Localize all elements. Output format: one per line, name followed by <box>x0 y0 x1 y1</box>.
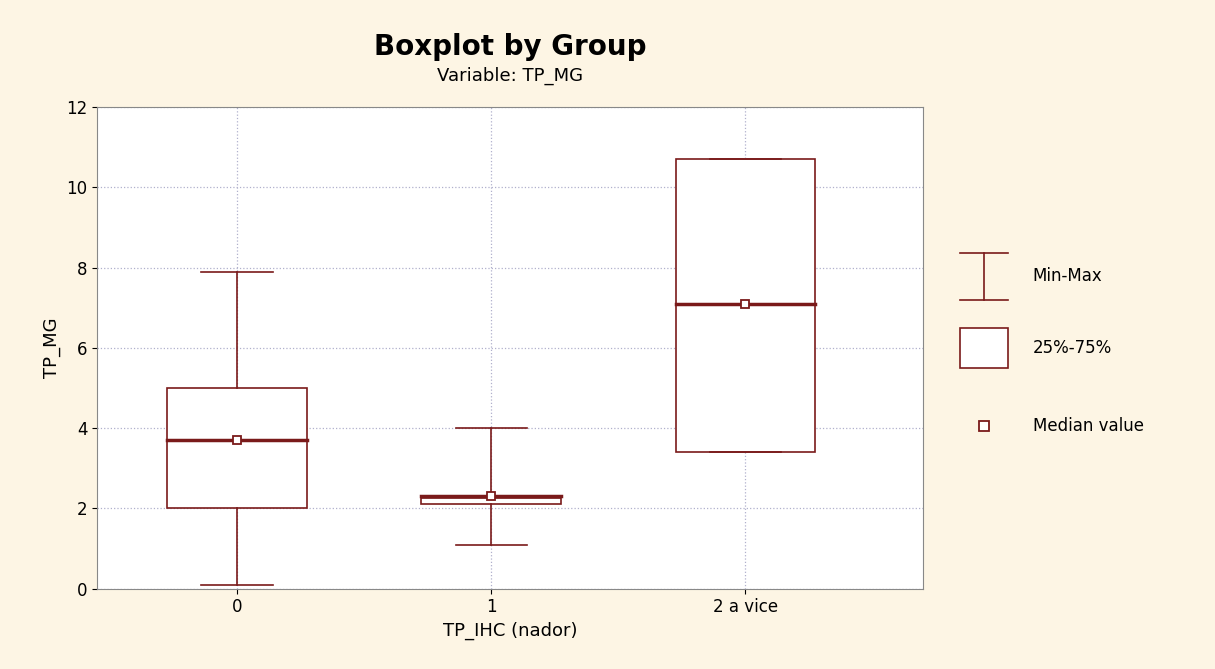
X-axis label: TP_IHC (nador): TP_IHC (nador) <box>443 622 577 640</box>
Text: Min-Max: Min-Max <box>1033 268 1102 285</box>
Text: Median value: Median value <box>1033 417 1143 435</box>
Bar <box>422 498 561 504</box>
Bar <box>676 159 815 452</box>
Text: Variable: TP_MG: Variable: TP_MG <box>437 67 583 85</box>
Y-axis label: TP_MG: TP_MG <box>43 318 61 378</box>
Text: Boxplot by Group: Boxplot by Group <box>374 33 646 62</box>
Bar <box>168 388 307 508</box>
Text: 25%-75%: 25%-75% <box>1033 339 1112 357</box>
